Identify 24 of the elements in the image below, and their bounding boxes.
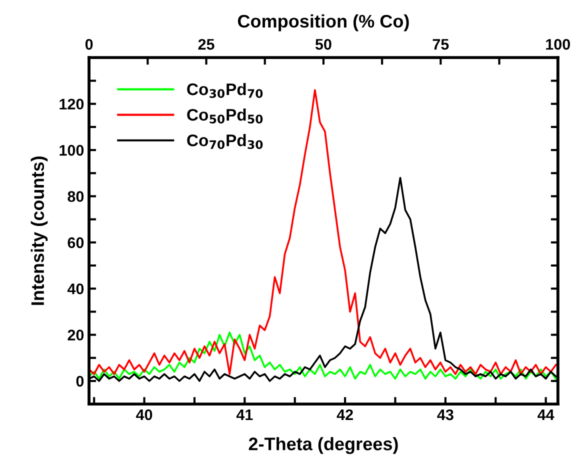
- y-tick-label: 20: [68, 330, 84, 340]
- y-tick-label: 40: [67, 283, 84, 294]
- y-tick-label: 60: [68, 237, 84, 248]
- x-tick-label: 44: [538, 410, 554, 420]
- y-tick-label: 100: [60, 144, 84, 156]
- legend-label: Co$_{70}$Pd$_{30}$: [187, 134, 263, 150]
- x2-axis-title: Composition (% Co): [238, 14, 409, 32]
- x2-tick-label: 50: [315, 38, 332, 50]
- y-tick-label: 80: [68, 191, 84, 202]
- x-tick-label: 42: [336, 409, 353, 420]
- y-axis-title: Intensity (counts): [30, 156, 48, 305]
- x-tick-label: 40: [136, 409, 152, 420]
- x-axis-title: 2-Theta (degrees): [248, 437, 398, 454]
- legend-label: Co$_{50}$Pd$_{50}$: [187, 108, 263, 124]
- x-tick-label: 43: [437, 409, 454, 420]
- x2-tick-label: 0: [85, 38, 93, 50]
- x2-tick-label: 75: [432, 39, 449, 50]
- x2-tick-label: 25: [198, 38, 214, 50]
- y-tick-label: 0: [76, 376, 84, 387]
- x2-tick-label: 100: [546, 38, 570, 50]
- y-tick-label: 120: [60, 98, 84, 110]
- line-series: [89, 332, 557, 380]
- legend-label: Co$_{30}$Pd$_{70}$: [187, 82, 263, 98]
- x-tick-label: 41: [236, 410, 253, 420]
